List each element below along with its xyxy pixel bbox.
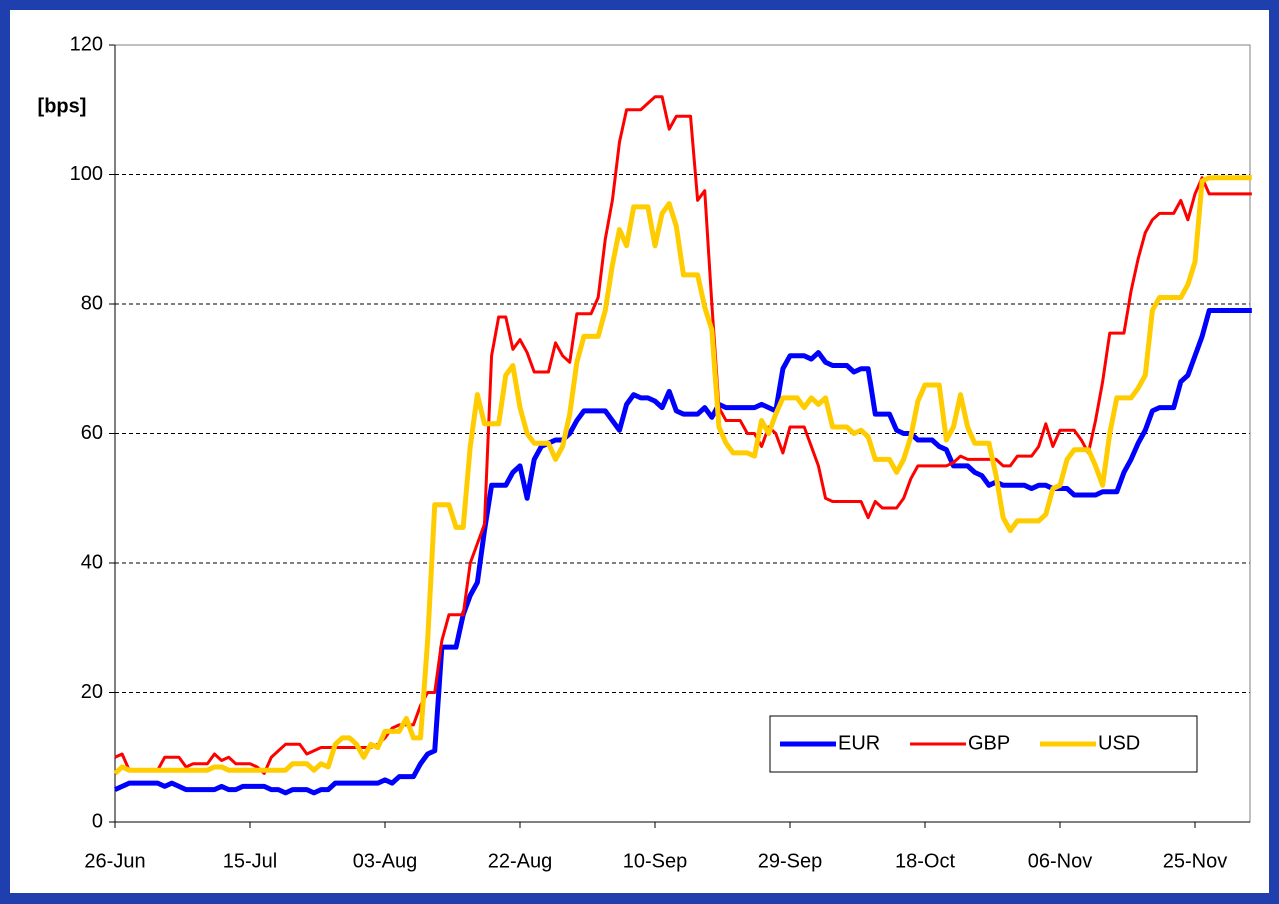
legend-box bbox=[769, 715, 1198, 773]
legend-label: USD bbox=[1098, 732, 1140, 754]
y-tick-label: 0 bbox=[92, 810, 103, 832]
series-line bbox=[113, 175, 1252, 776]
x-tick-label: 06-Nov bbox=[1028, 850, 1092, 872]
x-tick-label: 10-Sep bbox=[623, 850, 688, 872]
legend-label: GBP bbox=[968, 732, 1010, 754]
y-tick-label: 80 bbox=[81, 292, 103, 314]
y-tick-label: 60 bbox=[81, 422, 103, 444]
y-tick-label: 100 bbox=[70, 163, 103, 185]
series-line bbox=[114, 95, 1252, 775]
y-axis-label: [bps] bbox=[38, 95, 87, 117]
y-tick-label: 40 bbox=[81, 551, 103, 573]
y-tick-label: 120 bbox=[70, 33, 103, 55]
x-tick-label: 18-Oct bbox=[895, 850, 955, 872]
x-tick-label: 26-Jun bbox=[84, 850, 145, 872]
x-tick-label: 22-Aug bbox=[488, 850, 553, 872]
x-tick-label: 03-Aug bbox=[353, 850, 418, 872]
x-tick-label: 15-Jul bbox=[223, 850, 277, 872]
series-line bbox=[113, 307, 1252, 796]
legend-label: EUR bbox=[838, 732, 880, 754]
y-tick-label: 20 bbox=[81, 681, 103, 703]
x-tick-label: 25-Nov bbox=[1163, 850, 1227, 872]
x-tick-label: 29-Sep bbox=[758, 850, 823, 872]
